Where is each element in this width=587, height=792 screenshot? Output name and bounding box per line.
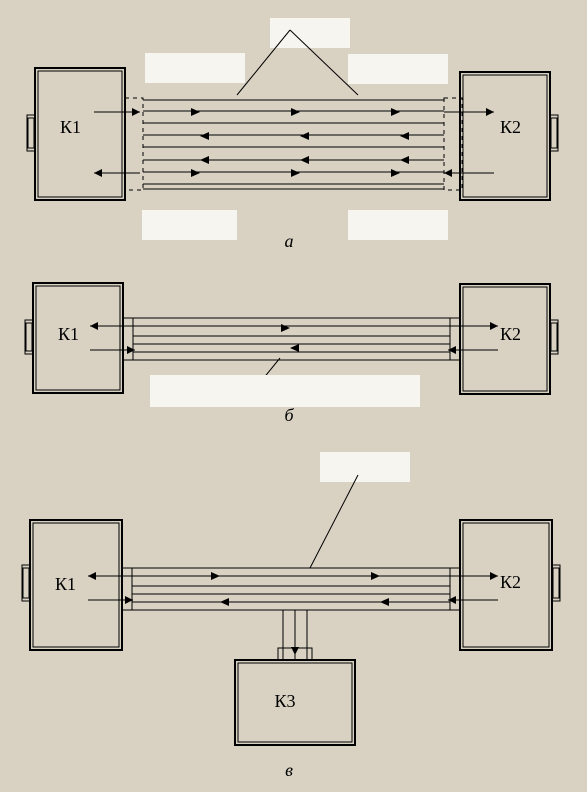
module-label: К1 — [55, 574, 76, 594]
blank-label-box — [150, 375, 420, 407]
figure-label-b: б — [284, 405, 294, 425]
module-label: К2 — [500, 117, 521, 137]
blank-label-box — [270, 18, 350, 48]
module-label: К2 — [500, 572, 521, 592]
module-label: К1 — [60, 117, 81, 137]
module-label: К2 — [500, 324, 521, 344]
blank-label-box — [348, 54, 448, 84]
blank-label-box — [145, 53, 245, 83]
blank-label-box — [142, 210, 237, 240]
module-label: К3 — [274, 691, 295, 711]
blank-label-box — [320, 452, 410, 482]
blank-label-box — [348, 210, 448, 240]
figure-label-v: в — [285, 760, 293, 780]
figure-label-a: а — [285, 231, 294, 251]
module-label: К1 — [58, 324, 79, 344]
